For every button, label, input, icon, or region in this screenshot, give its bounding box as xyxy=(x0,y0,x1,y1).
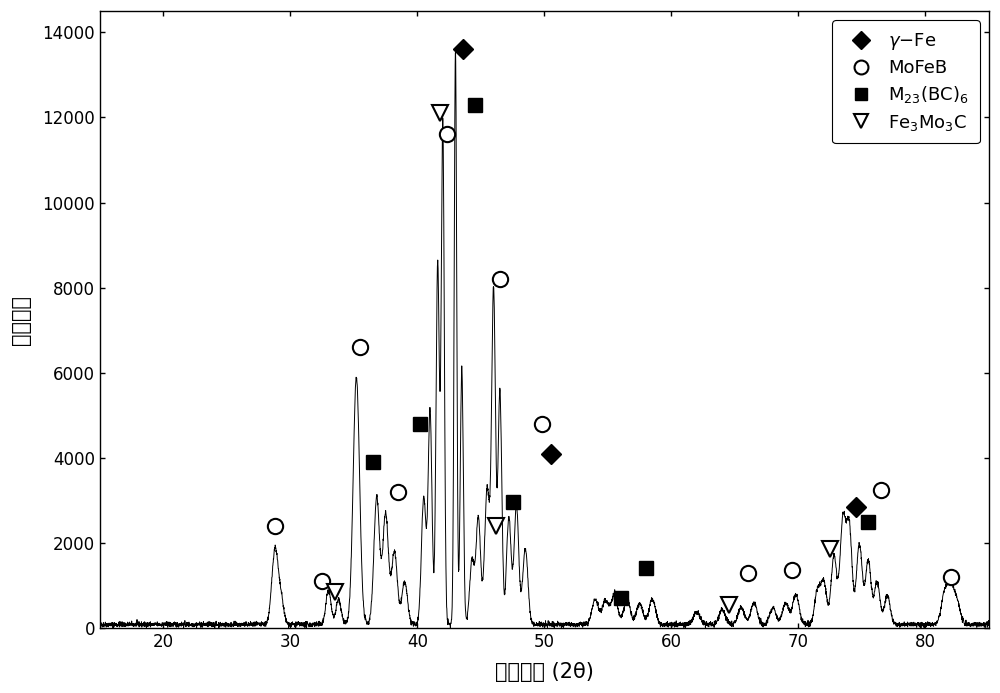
Legend: $\gamma$$-$Fe, MoFeB, M$_{23}$(BC)$_6$, Fe$_3$Mo$_3$C: $\gamma$$-$Fe, MoFeB, M$_{23}$(BC)$_6$, … xyxy=(832,20,980,143)
X-axis label: 衍射角度 (2θ): 衍射角度 (2θ) xyxy=(495,662,594,682)
Y-axis label: 衍射强度: 衍射强度 xyxy=(11,295,31,344)
